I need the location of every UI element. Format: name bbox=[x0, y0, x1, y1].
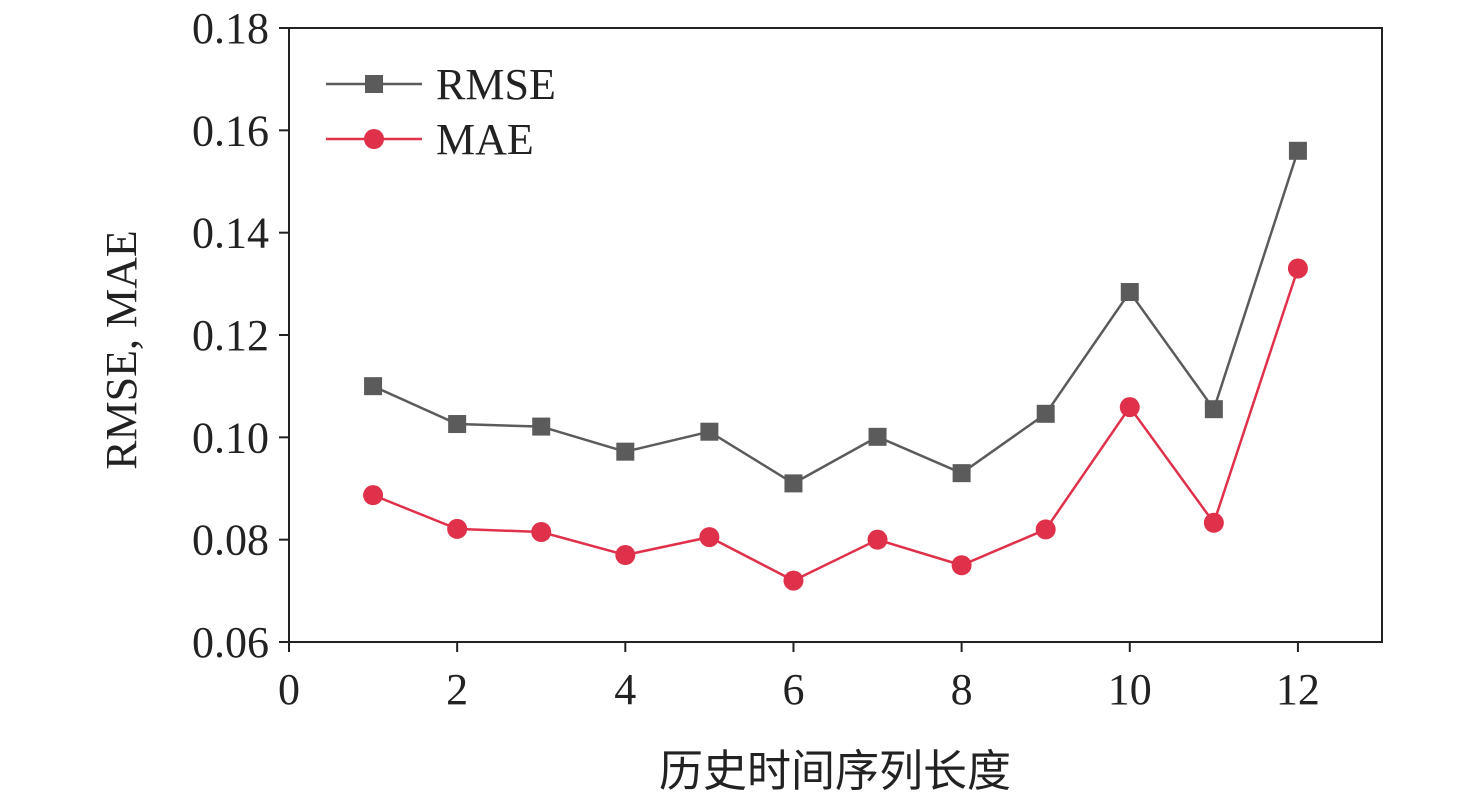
x-tick-label: 12 bbox=[1276, 665, 1320, 714]
legend-mae-label: MAE bbox=[436, 115, 534, 164]
mae-line bbox=[372, 268, 1300, 582]
mae-point bbox=[1119, 397, 1140, 418]
y-tick-label: 0.10 bbox=[192, 413, 269, 462]
x-axis-title: 历史时间序列长度 bbox=[659, 747, 1011, 796]
rmse-point bbox=[532, 417, 551, 436]
y-tick-label: 0.08 bbox=[192, 516, 269, 565]
rmse-point bbox=[1204, 400, 1223, 419]
mae-point bbox=[699, 527, 720, 548]
mae-point bbox=[1203, 512, 1224, 533]
mae-point bbox=[447, 518, 468, 539]
mae-point bbox=[867, 529, 888, 550]
y-tick-label: 0.14 bbox=[192, 209, 269, 258]
mae-point bbox=[615, 545, 636, 566]
legend-rmse-label: RMSE bbox=[436, 60, 556, 109]
legend-mae-marker bbox=[364, 129, 384, 149]
y-tick-label: 0.16 bbox=[192, 106, 269, 155]
y-axis: 0.06 0.08 0.10 0.12 0.14 0.16 0.18 bbox=[192, 4, 289, 667]
series-rmse bbox=[364, 141, 1307, 493]
rmse-point bbox=[448, 415, 467, 434]
y-tick-label: 0.06 bbox=[192, 618, 269, 667]
y-axis-title: RMSE, MAE bbox=[97, 230, 146, 470]
x-tick-label: 10 bbox=[1108, 665, 1152, 714]
y-tick-label: 0.18 bbox=[192, 4, 269, 53]
mae-point bbox=[1287, 258, 1308, 279]
mae-point bbox=[531, 521, 552, 542]
mae-point bbox=[363, 485, 384, 506]
rmse-point bbox=[1036, 404, 1055, 423]
mae-point bbox=[783, 570, 804, 591]
rmse-point bbox=[616, 442, 635, 461]
y-tick-label: 0.12 bbox=[192, 311, 269, 360]
legend-item-mae: MAE bbox=[326, 115, 534, 164]
mae-point bbox=[1035, 519, 1056, 540]
rmse-point bbox=[1120, 283, 1139, 302]
rmse-point bbox=[784, 474, 803, 493]
rmse-point bbox=[952, 464, 971, 483]
mae-point bbox=[951, 555, 972, 576]
x-tick-label: 6 bbox=[782, 665, 804, 714]
x-tick-label: 4 bbox=[614, 665, 636, 714]
rmse-line bbox=[372, 150, 1300, 485]
legend-item-rmse: RMSE bbox=[326, 60, 556, 109]
rmse-point bbox=[868, 427, 887, 446]
x-tick-label: 0 bbox=[278, 665, 300, 714]
x-tick-label: 8 bbox=[951, 665, 973, 714]
rmse-point bbox=[364, 377, 383, 396]
series-layer bbox=[363, 141, 1308, 591]
series-mae bbox=[363, 258, 1308, 591]
legend-rmse-marker bbox=[365, 75, 383, 93]
rmse-point bbox=[700, 422, 719, 441]
legend: RMSE MAE bbox=[326, 60, 556, 164]
x-tick-label: 2 bbox=[446, 665, 468, 714]
x-axis: 0 2 4 6 8 10 12 bbox=[278, 642, 1320, 714]
rmse-point bbox=[1288, 141, 1307, 160]
